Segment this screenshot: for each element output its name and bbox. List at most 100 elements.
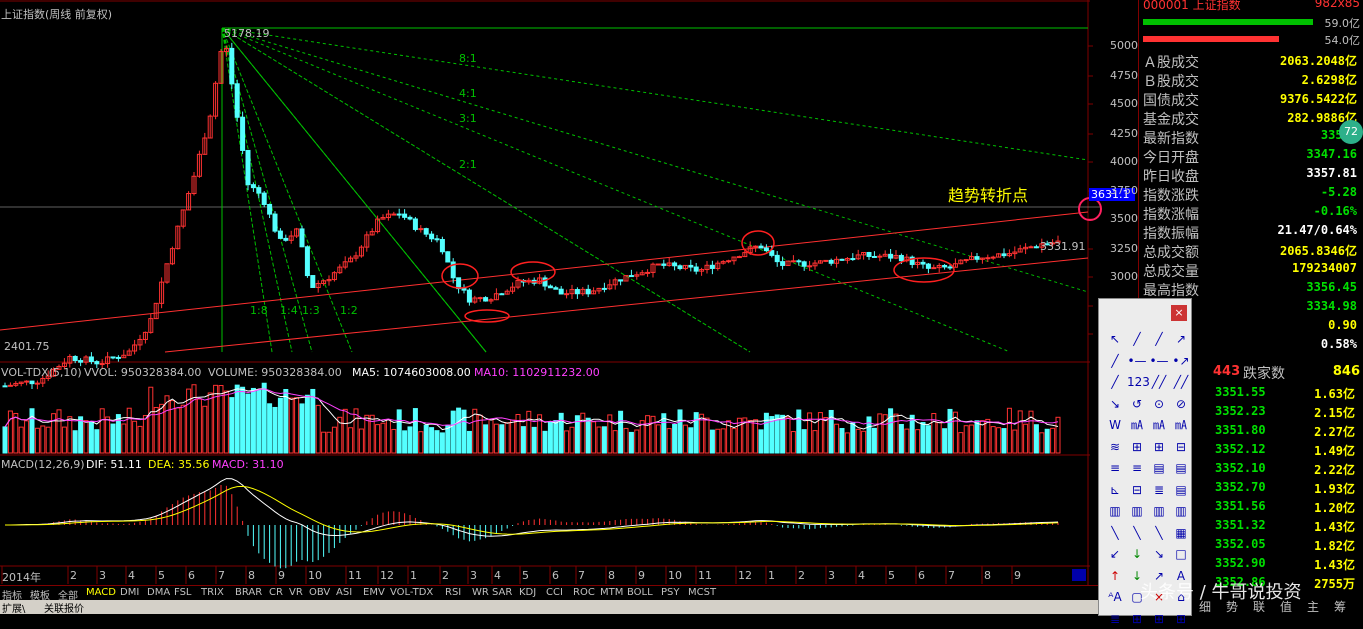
close-icon[interactable]: × (1171, 305, 1187, 321)
indicator-tab[interactable]: ASI (336, 587, 353, 598)
indicator-tab[interactable]: DMA (147, 587, 171, 598)
drawing-tool-button[interactable]: ↙ (1109, 547, 1121, 561)
drawing-tool-button[interactable]: × (1153, 590, 1165, 604)
drawing-tool-button[interactable]: ╱╱ (1151, 375, 1167, 389)
drawing-tool-button[interactable]: ▤ (1153, 461, 1165, 475)
drawing-tool-button[interactable]: ▥ (1109, 504, 1121, 518)
indicator-tab[interactable]: BRAR (235, 587, 263, 598)
drawing-tool-button[interactable]: ≡ (1131, 461, 1143, 475)
indicator-tab[interactable]: CCI (546, 587, 563, 598)
drawing-tool-button[interactable]: □ (1175, 547, 1187, 561)
indicator-tab[interactable]: 模板 (30, 591, 50, 602)
drawing-tool-button[interactable]: ⊟ (1131, 482, 1143, 497)
drawing-tool-button[interactable]: ↓ (1131, 547, 1143, 561)
indicator-tab[interactable]: MCST (688, 587, 717, 598)
drawing-tool-button[interactable]: ↘ (1153, 547, 1165, 561)
drawing-tool-button[interactable]: •— (1127, 353, 1147, 368)
indicator-tab[interactable]: 指标 (2, 591, 22, 602)
candle-body (591, 290, 597, 295)
candle-body (423, 228, 429, 235)
drawing-tool-button[interactable]: ↗ (1153, 568, 1165, 583)
drawing-tool-button[interactable]: ≋ (1109, 439, 1121, 454)
volume-bar (553, 420, 559, 454)
drawing-tool-button[interactable]: ⊞ (1175, 611, 1187, 626)
tab-related-quotes[interactable]: 关联报价 (44, 604, 84, 615)
drawing-tool-button[interactable]: ╱ (1133, 332, 1141, 346)
panel-footer-tab[interactable]: 值 (1280, 600, 1293, 614)
quote-row: Ａ股成交 2063.2048亿 (1143, 52, 1361, 71)
tick-volume: 2.27亿 (1314, 425, 1355, 439)
drawing-tool-button[interactable]: ↺ (1131, 396, 1143, 411)
drawing-tool-button[interactable]: ▢ (1131, 590, 1143, 604)
drawing-tool-button[interactable]: ╲ (1155, 525, 1163, 540)
drawing-tool-button[interactable]: ⊞ (1131, 439, 1143, 454)
panel-footer-tab[interactable]: 联 (1253, 600, 1266, 614)
kline-chart[interactable] (0, 0, 1138, 614)
drawing-tool-button[interactable]: 123 (1127, 375, 1150, 389)
drawing-tool-button[interactable]: ▥ (1153, 504, 1165, 518)
indicator-tab[interactable]: CR (269, 587, 283, 598)
panel-footer-tab[interactable]: 主 (1307, 600, 1320, 614)
indicator-tab[interactable]: EMV (363, 587, 385, 598)
drawing-tool-button[interactable]: ▤ (1175, 482, 1187, 497)
drawing-tool-button[interactable]: ᴬA (1108, 590, 1122, 604)
drawing-tool-button[interactable]: ↓ (1131, 568, 1143, 583)
panel-footer-tab[interactable]: 细 (1199, 600, 1212, 614)
drawing-tool-button[interactable]: ▤ (1175, 461, 1187, 475)
drawing-tool-button[interactable]: ╱ (1111, 375, 1119, 389)
drawing-tool-button[interactable]: ⊘ (1175, 396, 1187, 411)
indicator-tab[interactable]: SAR (492, 587, 513, 598)
indicator-tab[interactable]: FSL (174, 587, 192, 598)
drawing-tool-button[interactable]: W (1109, 418, 1121, 432)
drawing-tool-button[interactable]: ↑ (1109, 568, 1121, 583)
candle-body (931, 267, 937, 270)
indicator-tab[interactable]: TRIX (201, 587, 224, 598)
indicator-tab[interactable]: RSI (445, 587, 462, 598)
panel-footer-tab[interactable]: 势 (1226, 600, 1239, 614)
indicator-tab[interactable]: MACD (86, 587, 116, 598)
drawing-tool-button[interactable]: ⊞ (1131, 611, 1143, 626)
indicator-tab[interactable]: VOL-TDX (390, 587, 434, 598)
chart-area[interactable]: 上证指数(周线 前复权) 5178.19 2401.75 3331.91 363… (0, 0, 1138, 614)
drawing-tool-button[interactable]: ▥ (1175, 504, 1187, 518)
drawing-tool-button[interactable]: ↖ (1109, 332, 1121, 346)
drawing-tool-button[interactable]: ≡ (1109, 461, 1121, 475)
indicator-tab[interactable]: ROC (573, 587, 595, 598)
drawing-tool-button[interactable]: ⊞ (1153, 439, 1165, 454)
drawing-tool-button[interactable]: ╲ (1133, 525, 1141, 540)
drawing-tool-button[interactable]: ≣ (1109, 611, 1121, 626)
drawing-tool-button[interactable]: ╱ (1111, 353, 1119, 368)
drawing-tool-button[interactable]: ⊾ (1109, 482, 1121, 497)
drawing-tool-button[interactable]: ╱ (1155, 332, 1163, 346)
indicator-tab[interactable]: BOLL (627, 587, 653, 598)
drawing-tool-button[interactable]: ╱╱ (1173, 375, 1189, 389)
drawing-tool-button[interactable]: ㎃ (1174, 418, 1187, 432)
drawing-tool-button[interactable]: ▦ (1175, 525, 1187, 540)
drawing-tool-button[interactable]: ↗ (1175, 332, 1187, 346)
drawing-tool-button[interactable]: ≣ (1153, 482, 1165, 497)
drawing-tool-button[interactable]: ⊞ (1153, 611, 1165, 626)
drawing-tool-button[interactable]: ⌂ (1177, 590, 1185, 604)
floating-badge[interactable]: 72 (1339, 120, 1363, 144)
drawing-tool-button[interactable]: ⊙ (1153, 396, 1165, 411)
drawing-tool-button[interactable]: ⊟ (1175, 439, 1187, 454)
indicator-tab[interactable]: 全部 (58, 591, 78, 602)
drawing-tool-button[interactable]: ↘ (1109, 396, 1121, 411)
drawing-tool-button[interactable]: ▥ (1131, 504, 1143, 518)
drawing-tool-button[interactable]: A (1176, 568, 1186, 583)
indicator-tab[interactable]: OBV (309, 587, 331, 598)
tab-extend[interactable]: 扩展\ (2, 604, 26, 615)
drawing-tool-button[interactable]: ㎃ (1130, 418, 1143, 432)
indicator-tab[interactable]: VR (289, 587, 303, 598)
indicator-tab[interactable]: KDJ (519, 587, 537, 598)
indicator-tab[interactable]: MTM (600, 587, 624, 598)
drawing-tool-button[interactable]: ㎃ (1152, 418, 1165, 432)
drawing-tool-button[interactable]: ╲ (1111, 525, 1119, 540)
indicator-tab[interactable]: WR (472, 587, 489, 598)
indicator-tab[interactable]: PSY (661, 587, 680, 598)
candle-body (288, 235, 294, 241)
drawing-tool-button[interactable]: •— (1149, 353, 1169, 368)
panel-footer-tab[interactable]: 筹 (1334, 600, 1347, 614)
drawing-tool-button[interactable]: •↗ (1172, 353, 1190, 368)
indicator-tab[interactable]: DMI (120, 587, 140, 598)
